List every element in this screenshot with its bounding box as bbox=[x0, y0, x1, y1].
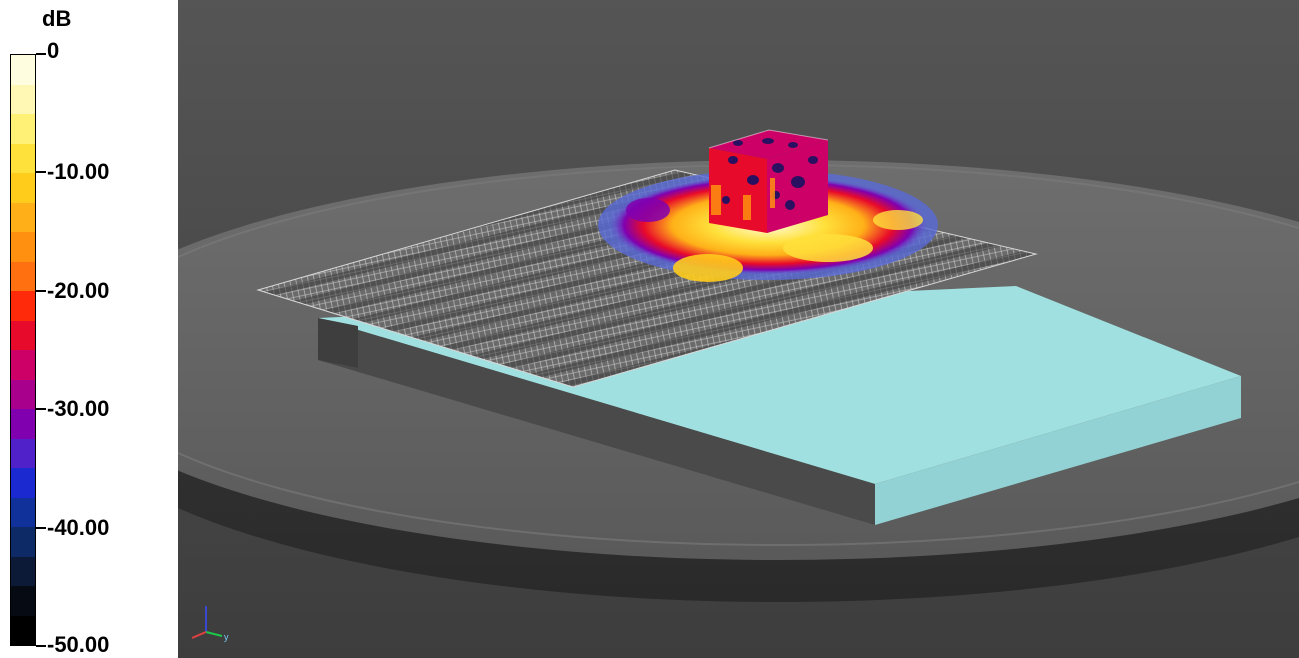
colorbar-segment bbox=[11, 261, 35, 291]
colorbar-tick-label: -20.00 bbox=[47, 277, 110, 303]
colorbar-tick bbox=[36, 526, 46, 529]
colorbar-tick-label: 0 bbox=[47, 38, 60, 63]
colorbar-legend: dB 0 -10.00 -20.00 -30.00 -40.00 -50.00 bbox=[0, 0, 178, 658]
colorbar-segment bbox=[11, 527, 35, 557]
colorbar-tick bbox=[36, 408, 46, 411]
colorbar-segment bbox=[11, 409, 35, 439]
colorbar-segment bbox=[11, 379, 35, 409]
colorbar-segment bbox=[11, 202, 35, 232]
colorbar-segment bbox=[11, 173, 35, 203]
scene-canvas[interactable]: y bbox=[178, 0, 1299, 658]
colorbar bbox=[10, 54, 36, 646]
colorbar-segment bbox=[11, 468, 35, 498]
3d-viewport[interactable]: y bbox=[178, 0, 1299, 658]
colorbar-tick bbox=[36, 171, 46, 174]
colorbar-segment bbox=[11, 556, 35, 586]
colorbar-tick-label: -50.00 bbox=[47, 632, 110, 657]
colorbar-segment bbox=[11, 291, 35, 321]
colorbar-segment bbox=[11, 232, 35, 262]
colorbar-segment bbox=[11, 586, 35, 616]
colorbar-segment bbox=[11, 320, 35, 350]
radiating-cube bbox=[708, 129, 829, 233]
colorbar-segment bbox=[11, 143, 35, 173]
colorbar-segment bbox=[11, 114, 35, 144]
colorbar-tick bbox=[36, 645, 46, 647]
colorbar-segment bbox=[11, 350, 35, 380]
colorbar-tick-label: -10.00 bbox=[47, 159, 110, 185]
axes-triad: y bbox=[191, 606, 229, 642]
colorbar-segment bbox=[11, 438, 35, 468]
colorbar-tick bbox=[36, 53, 46, 55]
axis-y-label: y bbox=[224, 632, 229, 642]
colorbar-segment bbox=[11, 84, 35, 114]
colorbar-segment bbox=[11, 55, 35, 85]
legend-unit-label: dB bbox=[42, 6, 72, 31]
colorbar-tick bbox=[36, 289, 46, 292]
colorbar-segment bbox=[11, 615, 35, 645]
colorbar-tick-label: -40.00 bbox=[47, 514, 110, 540]
colorbar-segment bbox=[11, 497, 35, 527]
colorbar-tick-label: -30.00 bbox=[47, 396, 110, 422]
